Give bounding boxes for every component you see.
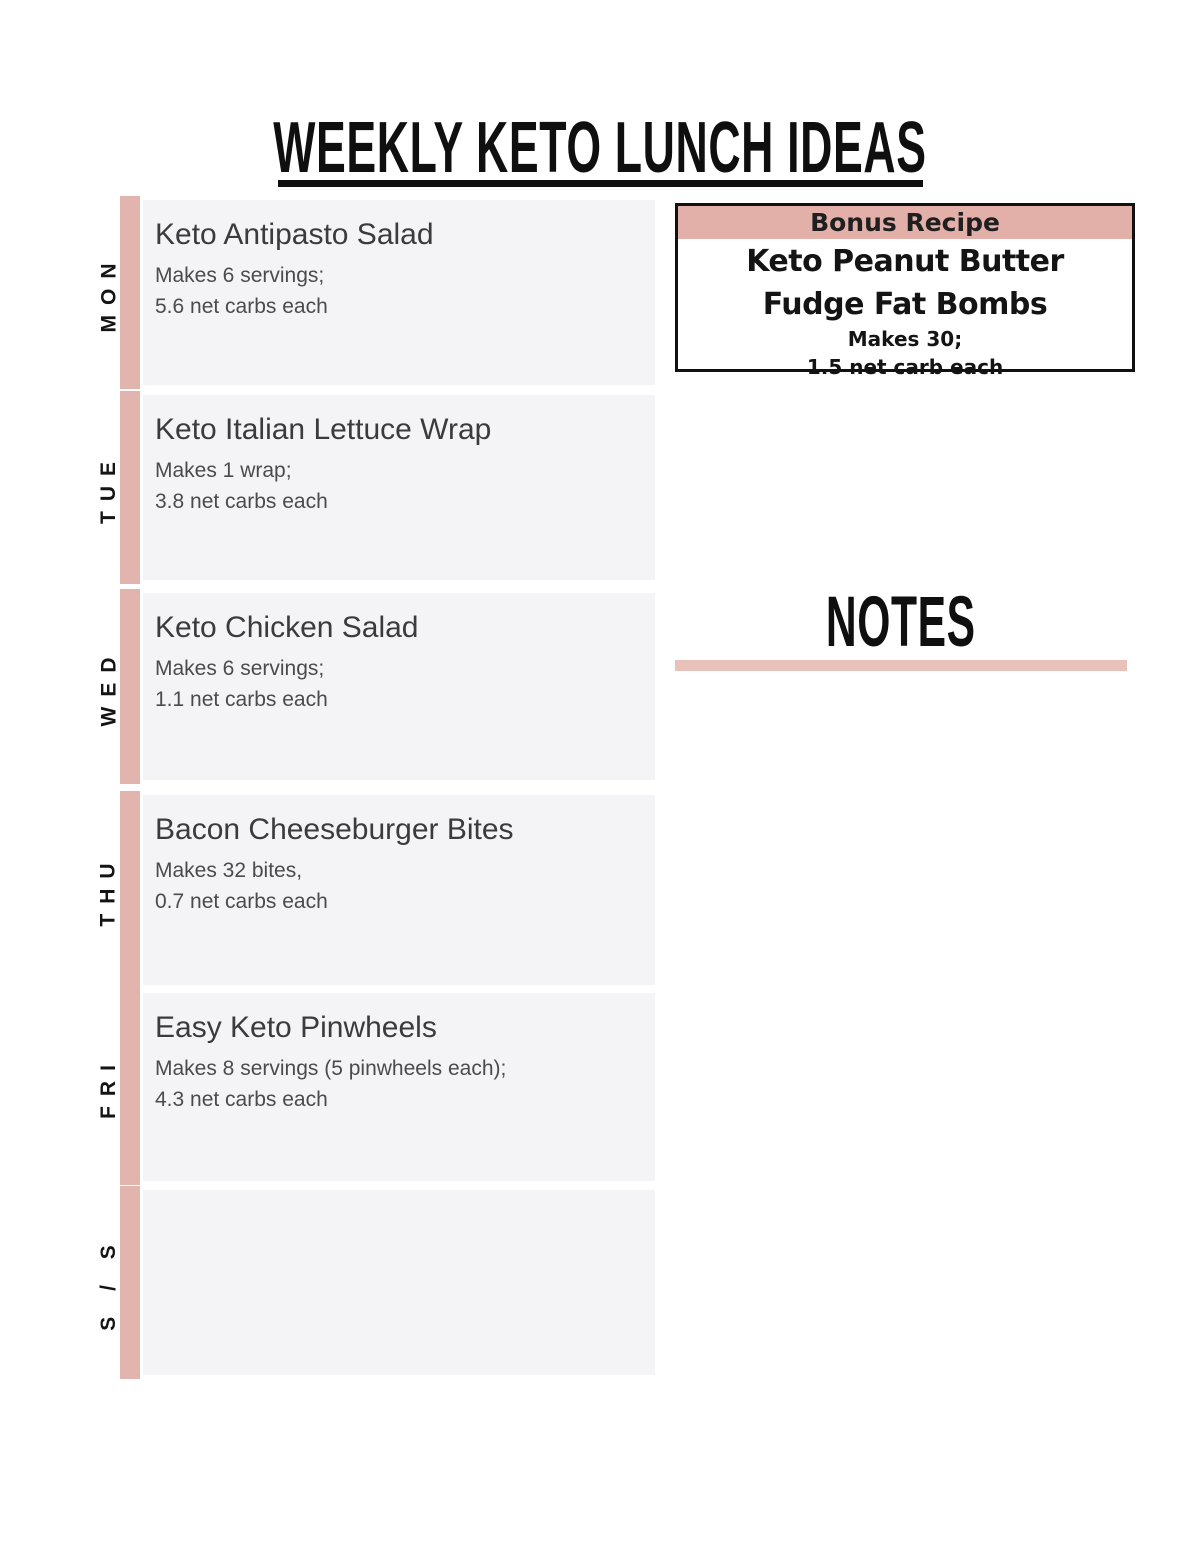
recipe-title: Keto Italian Lettuce Wrap — [155, 413, 492, 446]
day-accent-bar — [120, 1186, 140, 1379]
day-recipe-card-fri: Easy Keto Pinwheels Makes 8 servings (5 … — [143, 993, 655, 1181]
day-accent-bar — [120, 589, 140, 784]
bonus-recipe-name-line1: Keto Peanut Butter — [746, 244, 1064, 279]
bonus-recipe-header: Bonus Recipe — [678, 206, 1132, 239]
title-underline — [278, 180, 923, 187]
day-row-thu: THU Bacon Cheeseburger Bites Makes 32 bi… — [0, 791, 680, 989]
recipe-detail-line1: Makes 6 servings; — [155, 264, 325, 287]
recipe-title: Easy Keto Pinwheels — [155, 1011, 437, 1044]
day-label-thu: THU — [96, 853, 120, 927]
day-row-fri: FRI Easy Keto Pinwheels Makes 8 servings… — [0, 989, 680, 1185]
page-title-text: WEEKLY KETO LUNCH IDEAS — [273, 108, 927, 188]
notes-heading-text: NOTES — [826, 583, 976, 662]
bonus-recipe-detail-line1: Makes 30; — [847, 327, 963, 351]
day-recipe-card-thu: Bacon Cheeseburger Bites Makes 32 bites,… — [143, 795, 655, 985]
day-label-tue: TUE — [97, 451, 120, 524]
day-label-wed: WED — [97, 647, 120, 726]
day-accent-bar — [120, 391, 140, 584]
recipe-detail-line2: 4.3 net carbs each — [155, 1088, 328, 1111]
recipe-title: Keto Antipasto Salad — [155, 218, 434, 251]
day-row-tue: TUE Keto Italian Lettuce Wrap Makes 1 wr… — [0, 391, 680, 584]
recipe-title: Bacon Cheeseburger Bites — [155, 813, 514, 846]
day-accent-bar — [120, 196, 140, 389]
bonus-recipe-box: Bonus Recipe Keto Peanut Butter Fudge Fa… — [675, 203, 1135, 379]
day-row-weekend: S / S — [0, 1186, 680, 1379]
day-label-mon: MON — [97, 253, 120, 332]
day-recipe-card-weekend — [143, 1190, 655, 1375]
notes-heading: NOTES — [675, 587, 1127, 677]
bonus-recipe-detail-line2: 1.5 net carb each — [806, 355, 1004, 379]
day-accent-bar — [120, 791, 140, 989]
day-row-mon: MON Keto Antipasto Salad Makes 6 serving… — [0, 196, 680, 389]
recipe-detail-line1: Makes 6 servings; — [155, 657, 325, 680]
notes-underline-bar — [675, 660, 1127, 671]
recipe-detail-line1: Makes 1 wrap; — [155, 459, 292, 482]
day-label-weekend: S / S — [97, 1234, 120, 1331]
recipe-title: Keto Chicken Salad — [155, 611, 419, 644]
recipe-detail-line2: 0.7 net carbs each — [155, 890, 328, 913]
day-recipe-card-tue: Keto Italian Lettuce Wrap Makes 1 wrap; … — [143, 395, 655, 580]
recipe-detail-line1: Makes 32 bites, — [155, 859, 303, 882]
day-recipe-card-wed: Keto Chicken Salad Makes 6 servings; 1.1… — [143, 593, 655, 780]
day-row-wed: WED Keto Chicken Salad Makes 6 servings;… — [0, 589, 680, 784]
recipe-detail-line1: Makes 8 servings (5 pinwheels each); — [155, 1057, 507, 1080]
day-label-fri: FRI — [96, 1055, 120, 1119]
page-title: WEEKLY KETO LUNCH IDEAS — [0, 112, 1200, 204]
bonus-recipe-name-line2: Fudge Fat Bombs — [762, 287, 1048, 322]
day-recipe-card-mon: Keto Antipasto Salad Makes 6 servings; 5… — [143, 200, 655, 385]
recipe-detail-line2: 5.6 net carbs each — [155, 295, 328, 318]
recipe-detail-line2: 3.8 net carbs each — [155, 490, 328, 513]
day-accent-bar — [120, 989, 140, 1185]
recipe-detail-line2: 1.1 net carbs each — [155, 688, 328, 711]
